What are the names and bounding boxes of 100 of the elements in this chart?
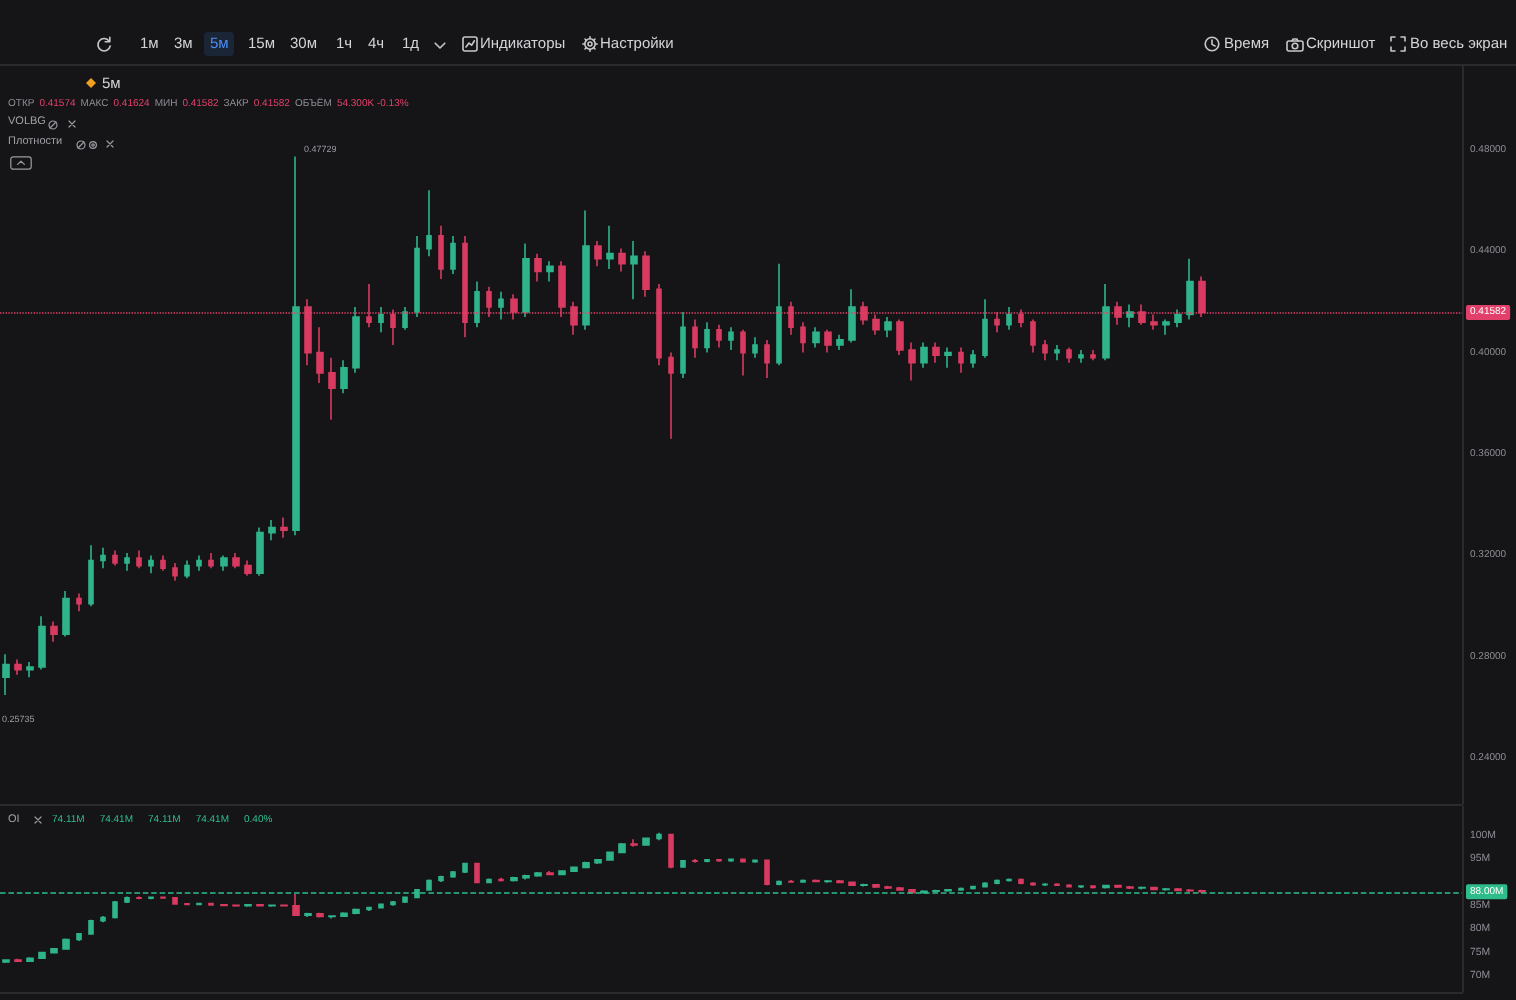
candlestick — [848, 288, 856, 344]
candlestick — [546, 870, 554, 877]
candlestick — [1150, 313, 1158, 331]
candlestick — [1006, 877, 1012, 883]
candlestick — [340, 359, 348, 394]
candlestick — [970, 349, 976, 369]
candlestick — [704, 321, 710, 354]
candlestick — [486, 877, 492, 885]
candlestick — [474, 280, 480, 329]
candlestick — [2, 653, 10, 696]
candlestick — [1054, 344, 1060, 361]
candlestick — [630, 240, 638, 301]
candlestick — [1102, 883, 1110, 890]
candlestick — [76, 592, 82, 613]
candlestick — [1018, 877, 1024, 886]
candlestick — [884, 884, 892, 890]
candlestick — [50, 620, 58, 643]
candlestick — [26, 956, 34, 963]
candlestick — [1030, 318, 1036, 354]
candlestick — [776, 263, 782, 367]
candlestick — [1102, 283, 1110, 361]
candlestick — [88, 544, 94, 607]
candlestick — [776, 879, 782, 886]
candlestick — [378, 306, 384, 334]
candlestick — [1090, 349, 1096, 361]
candlestick — [534, 871, 542, 878]
candlestick — [594, 858, 602, 865]
candlestick — [680, 859, 686, 869]
candlestick — [1042, 339, 1048, 361]
candlestick — [160, 554, 166, 572]
candlestick — [872, 883, 880, 889]
candlestick — [582, 209, 590, 331]
candlestick — [76, 932, 82, 942]
candlestick — [752, 336, 758, 359]
candlestick — [800, 878, 806, 884]
candlestick — [328, 914, 336, 920]
candlestick — [316, 326, 324, 384]
candlestick — [136, 895, 142, 901]
candlestick — [920, 341, 928, 369]
candlestick — [208, 552, 214, 569]
candlestick — [316, 912, 324, 919]
candlestick — [982, 881, 988, 889]
candlestick — [570, 865, 578, 873]
candlestick — [716, 323, 722, 349]
candlestick — [1066, 883, 1072, 889]
candlestick — [546, 260, 554, 283]
candlestick — [112, 549, 118, 567]
candlestick — [522, 242, 530, 318]
candlestick — [534, 252, 542, 283]
candlestick — [62, 937, 70, 951]
candlestick — [752, 858, 758, 864]
candlestick — [112, 900, 118, 920]
candlestick — [1174, 887, 1182, 893]
candlestick — [522, 874, 530, 881]
candlestick — [38, 615, 46, 671]
candlestick — [328, 356, 336, 421]
candlestick — [764, 339, 770, 379]
candlestick — [728, 326, 734, 351]
candlestick — [414, 235, 420, 318]
candlestick — [378, 902, 384, 910]
candlestick — [606, 224, 614, 270]
candlestick — [606, 850, 614, 862]
candlestick — [2, 958, 10, 964]
candlestick — [136, 549, 142, 569]
candlestick — [1150, 886, 1158, 892]
candlestick — [100, 547, 106, 569]
candlestick — [148, 554, 154, 575]
candlestick — [268, 519, 276, 542]
candlestick — [982, 298, 988, 359]
candlestick — [1186, 257, 1194, 321]
candlestick — [958, 346, 964, 374]
candlestick — [1114, 883, 1122, 889]
candlestick — [680, 311, 686, 379]
candlestick — [848, 880, 856, 887]
candlestick — [1078, 349, 1084, 364]
candlestick — [740, 328, 746, 377]
candlestick — [692, 858, 698, 864]
candlestick — [594, 240, 602, 268]
candlestick — [280, 516, 288, 539]
candlestick — [656, 831, 662, 841]
candlestick — [304, 912, 312, 918]
candlestick — [1174, 308, 1182, 329]
candlestick — [292, 155, 300, 536]
candlestick — [824, 328, 832, 354]
candlestick — [14, 957, 22, 963]
candlestick — [14, 658, 22, 676]
candlestick — [402, 306, 408, 331]
candlestick — [462, 861, 468, 874]
candlestick — [668, 351, 674, 440]
candlestick — [352, 306, 360, 374]
candlestick — [692, 318, 698, 359]
candlestick — [944, 346, 952, 369]
candlestick — [340, 911, 348, 918]
candlestick — [896, 886, 904, 892]
candlestick — [62, 590, 70, 638]
candlestick — [88, 919, 94, 936]
candlestick — [812, 326, 820, 349]
candlestick — [860, 882, 868, 888]
candlestick — [100, 915, 106, 923]
candlestick — [704, 858, 710, 864]
